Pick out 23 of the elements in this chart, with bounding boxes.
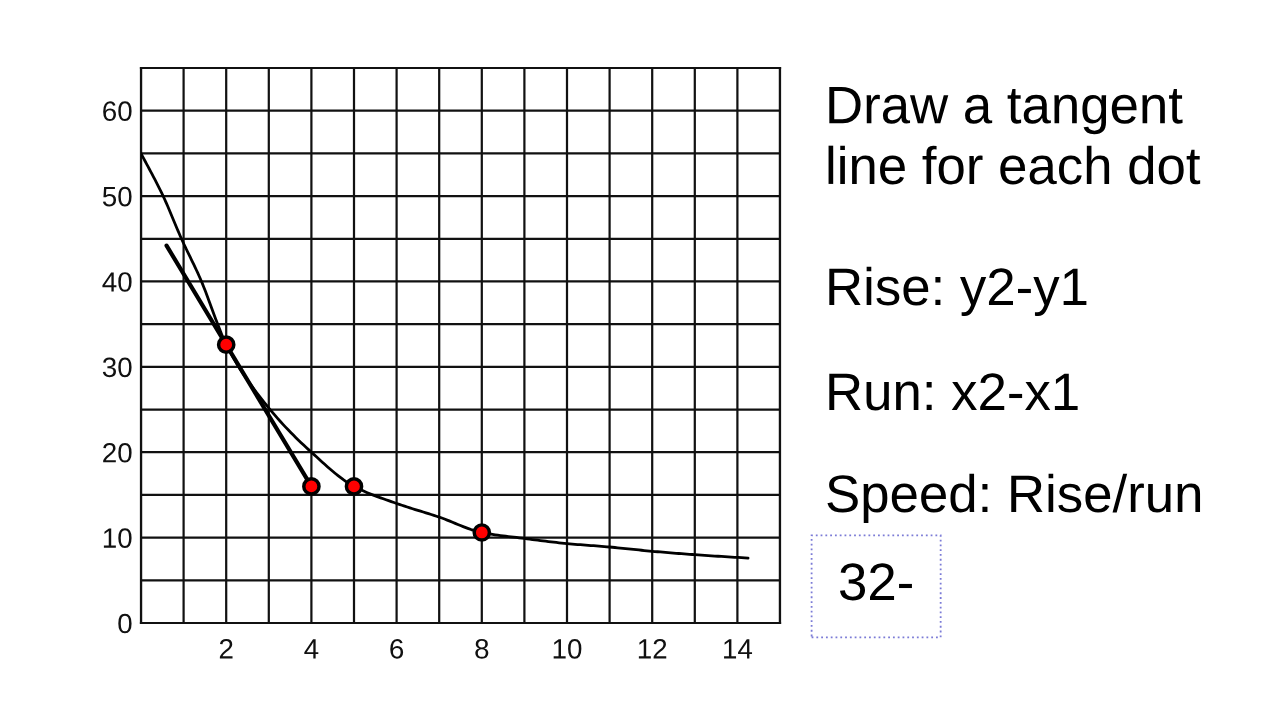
text: Speed: Rise/run: [827, 473, 1201, 523]
text: Draw a tangent line for each dot: [828, 86, 1201, 185]
y-tick-label: 60: [103, 101, 132, 122]
point: [472, 523, 492, 542]
text: Rise: y2-y1: [829, 266, 1087, 316]
x-tick-label: 8: [475, 639, 489, 659]
text: 32-: [840, 563, 912, 601]
x-tick-label: 2: [219, 639, 233, 659]
y-tick-label: 40: [102, 272, 132, 292]
y-tick-label: 20: [103, 442, 132, 463]
point: [216, 335, 236, 354]
x-tick-label: 4: [304, 639, 319, 659]
text: Run: x2-x1: [829, 373, 1078, 411]
y-tick-label: 10: [103, 528, 132, 548]
y-tick-label: 50: [102, 186, 132, 207]
point: [344, 477, 364, 496]
point: [302, 477, 321, 496]
x-tick-label: 14: [724, 639, 753, 659]
x-tick-label: 12: [638, 639, 667, 659]
x-tick-label: 6: [390, 639, 404, 659]
y-tick-label: 30: [102, 357, 132, 378]
x-tick-label: 10: [553, 639, 582, 659]
y-tick-label: 0: [118, 613, 132, 634]
